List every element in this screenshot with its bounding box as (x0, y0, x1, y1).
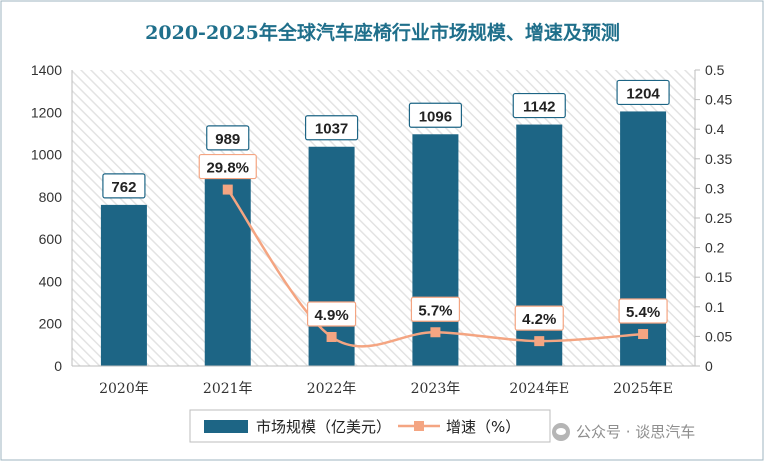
chart-title: 2020-2025年全球汽车座椅行业市场规模、增速及预测 (145, 22, 620, 44)
bar-data-labels: 762 989 1037 1096 1142 1204 (102, 79, 670, 199)
growth-marker (638, 329, 649, 340)
bar-label-box (512, 92, 566, 119)
y-axis-left: 0 200 400 600 800 1000 1200 1400 (31, 62, 73, 374)
line-label-box (306, 301, 357, 327)
x-axis: 2020年 2021年 2022年 2023年 2024年E 2025年E (72, 365, 695, 397)
y-right-tick-label: 0.5 (705, 62, 725, 78)
line-data-labels: 29.8% 4.9% 5.7% 4.2% 5.4% (198, 153, 668, 331)
y-right-tick-label: 0 (705, 358, 713, 374)
bar (100, 204, 147, 366)
bar-label-box (616, 79, 670, 106)
line-data-label: 5.7% (418, 302, 452, 319)
bar (620, 111, 667, 366)
bar-label-box (408, 102, 463, 128)
y-right-tick-label: 0.15 (705, 269, 732, 285)
bar-data-label: 762 (111, 179, 136, 196)
bar-label-box (102, 173, 146, 199)
y-right-tick-label: 0.4 (705, 121, 725, 137)
growth-marker (534, 336, 545, 347)
y-right-tick-label: 0.35 (705, 151, 732, 167)
line-data-label: 4.2% (522, 311, 556, 328)
x-tick-label: 2024年E (509, 381, 569, 397)
watermark: 公众号 · 谈思汽车 (552, 421, 695, 442)
y-left-tick-label: 1200 (31, 104, 62, 120)
y-left-tick-label: 1000 (31, 147, 62, 163)
bar-data-label: 1037 (315, 121, 348, 138)
wechat-icon (552, 422, 570, 441)
legend: 市场规模（亿美元） 增速（%） (189, 409, 551, 443)
y-left-tick-label: 200 (39, 316, 63, 332)
y-right-tick-label: 0.3 (705, 180, 725, 196)
growth-marker (222, 184, 233, 195)
line-label-box (514, 305, 564, 331)
line-data-label: 29.8% (206, 160, 249, 177)
x-tick-label: 2020年 (99, 381, 149, 397)
bar-data-label: 1142 (523, 99, 556, 116)
legend-line-label: 增速（%） (446, 418, 520, 436)
y-right-tick-label: 0.45 (705, 92, 732, 108)
growth-marker (430, 327, 441, 338)
growth-line (226, 188, 644, 348)
y-left-tick-label: 0 (54, 358, 62, 374)
y-left-tick-label: 800 (39, 189, 63, 205)
x-tick-label: 2023年 (411, 381, 461, 397)
y-right-tick-label: 0.1 (705, 299, 725, 315)
plot-background (72, 70, 695, 366)
line-data-label: 5.4% (626, 304, 660, 321)
bar-data-label: 1096 (419, 108, 452, 125)
y-right-tick-label: 0.25 (705, 210, 732, 226)
bar-data-label: 1204 (626, 85, 660, 102)
y-right-tick-label: 0.05 (705, 328, 732, 344)
legend-bar-label: 市场规模（亿美元） (256, 418, 391, 436)
x-tick-label: 2022年 (307, 381, 357, 397)
line-label-box (618, 298, 668, 324)
bar-label-box (304, 115, 359, 141)
y-left-tick-label: 600 (39, 231, 63, 247)
legend-bar-swatch (204, 420, 248, 433)
x-tick-label: 2025年E (613, 381, 673, 397)
y-left-tick-label: 400 (39, 273, 63, 289)
y-left-tick-label: 1400 (31, 62, 62, 78)
y-axis-right: 0 0.05 0.1 0.15 0.2 0.25 0.3 0.35 0.4 0.45 0.5 (694, 62, 732, 374)
watermark-text: 公众号 · 谈思汽车 (576, 423, 696, 441)
x-tick-label: 2021年 (203, 381, 253, 397)
bar (308, 146, 355, 366)
bar-label-box (206, 125, 250, 151)
y-right-tick-label: 0.2 (705, 240, 725, 256)
legend-line-marker (414, 421, 424, 431)
line-label-box (410, 296, 461, 322)
line-data-label: 4.9% (314, 307, 348, 324)
growth-marker (326, 331, 337, 342)
line-series (222, 184, 649, 348)
bar-data-label: 989 (215, 131, 240, 148)
line-label-box (198, 153, 257, 180)
legend-box (189, 409, 551, 443)
